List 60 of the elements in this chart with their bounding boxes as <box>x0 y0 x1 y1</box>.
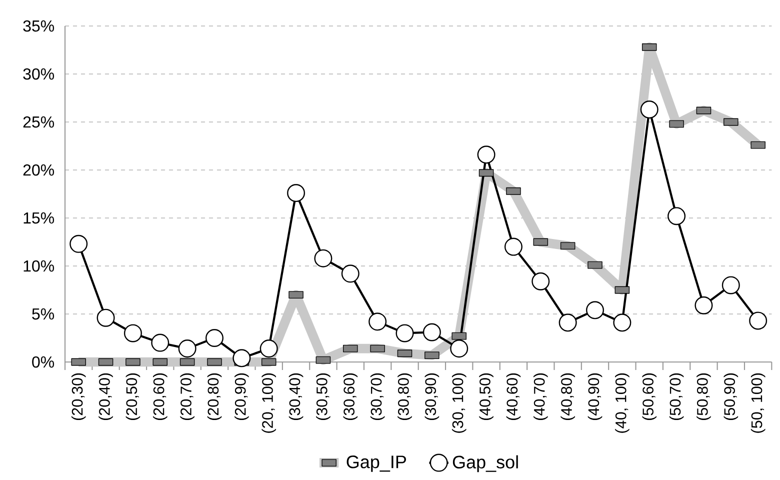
x-tick-label: (20,60) <box>153 373 168 420</box>
legend-label: Gap_IP <box>346 456 406 472</box>
y-tick-label: 5% <box>32 308 54 320</box>
y-tick-label: 15% <box>24 212 54 224</box>
point <box>722 276 740 294</box>
x-tick-label: (30,90) <box>424 373 440 420</box>
point <box>422 323 441 342</box>
legend-label: Gap_sol <box>452 455 518 472</box>
point <box>558 314 577 332</box>
point <box>205 329 224 348</box>
y-tick-label: 25% <box>23 116 54 128</box>
x-tick-label: (40, 100) <box>615 373 630 433</box>
x-tick-label: (50, 100) <box>750 373 766 433</box>
x-tick-label: (40,80) <box>560 373 575 420</box>
point <box>668 207 686 226</box>
x-tick-label: (20, 100) <box>262 373 276 433</box>
point <box>368 312 387 331</box>
x-tick-label: (20,90) <box>234 373 249 420</box>
y-tick-label: 10% <box>24 260 54 272</box>
point <box>314 249 332 268</box>
y-tick-label: 30% <box>23 68 54 80</box>
x-tick-label: (30,40) <box>288 373 304 420</box>
point <box>450 340 468 358</box>
x-tick-label: (20,40) <box>98 373 113 420</box>
x-tick-label: (30,60) <box>343 373 358 420</box>
point <box>477 146 496 164</box>
point <box>232 349 251 368</box>
x-tick-label: (20,80) <box>207 373 222 420</box>
point <box>96 308 115 327</box>
x-tick-label: (50,90) <box>724 373 738 420</box>
x-tick-label: (30, 100) <box>452 373 466 433</box>
point <box>613 314 632 332</box>
x-tick-label: (40,60) <box>506 373 521 420</box>
point <box>341 264 360 283</box>
point <box>396 324 414 342</box>
x-tick-label: (40,50) <box>479 373 494 420</box>
point <box>694 296 713 314</box>
x-tick-label: (50,60) <box>642 373 657 420</box>
x-tick-label: (20,30) <box>71 373 86 420</box>
point <box>504 238 522 256</box>
x-tick-label: (30,80) <box>398 373 412 420</box>
x-tick-label: (20,50) <box>126 373 140 420</box>
point <box>287 184 306 202</box>
y-tick-label: 0% <box>32 356 54 368</box>
y-tick-label: 20% <box>23 164 54 176</box>
x-tick-label: (40,70) <box>534 373 548 420</box>
point <box>124 324 142 342</box>
point <box>151 334 170 352</box>
x-tick-label: (30,70) <box>370 373 385 420</box>
x-tick-label: (40,90) <box>588 373 602 420</box>
point <box>260 340 278 358</box>
x-tick-label: (20,70) <box>180 373 194 420</box>
point <box>586 301 604 320</box>
y-tick-label: 35% <box>23 20 54 32</box>
x-tick-label: (50,80) <box>696 373 711 420</box>
point <box>532 272 550 290</box>
point <box>640 100 658 119</box>
point <box>178 340 196 358</box>
x-tick-label: (30,50) <box>316 373 330 420</box>
x-tick-label: (50,70) <box>669 373 684 420</box>
